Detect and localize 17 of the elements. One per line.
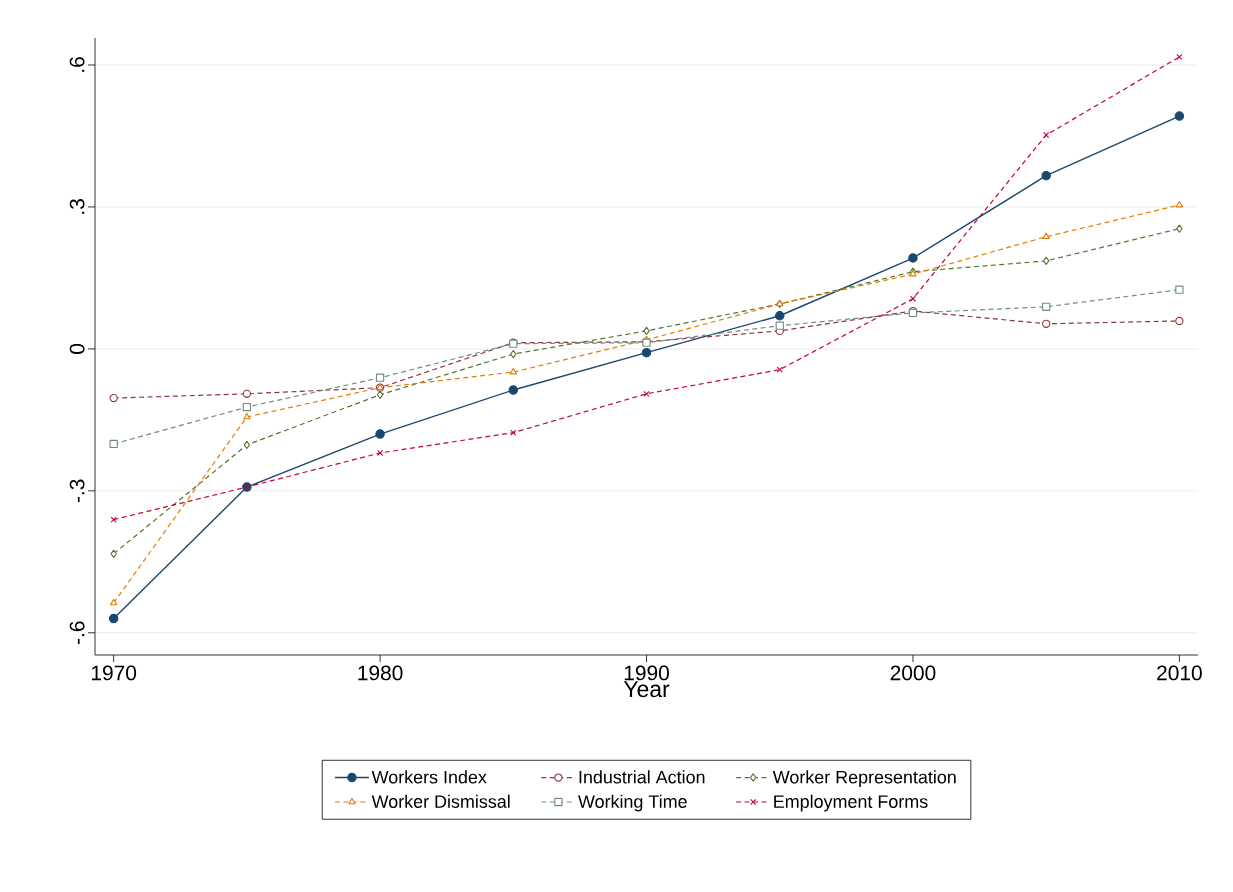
y-tick-label: -.6 bbox=[69, 621, 85, 645]
x-tick-label: 2000 bbox=[890, 665, 936, 681]
y-tick-label: -.3 bbox=[69, 479, 85, 503]
legend-label: Employment Forms bbox=[774, 794, 928, 812]
y-tick-label: .6 bbox=[69, 57, 85, 72]
x-axis-title: Year bbox=[623, 681, 670, 698]
legend-label: Workers Index bbox=[371, 770, 487, 784]
x-tick-label: 1990 bbox=[624, 665, 669, 681]
legend-label: Worker Representation bbox=[772, 770, 956, 787]
legend-label: Worker Dismissal bbox=[371, 794, 510, 808]
y-tick-label: 0 bbox=[69, 343, 85, 354]
x-tick-label: 1980 bbox=[358, 665, 403, 681]
legend-label: Working Time bbox=[578, 794, 687, 812]
x-tick-label: 2010 bbox=[1157, 665, 1202, 681]
x-tick-label: 1970 bbox=[91, 665, 137, 681]
legend-label: Industrial Action bbox=[579, 770, 705, 784]
y-tick-label: .3 bbox=[69, 199, 85, 214]
